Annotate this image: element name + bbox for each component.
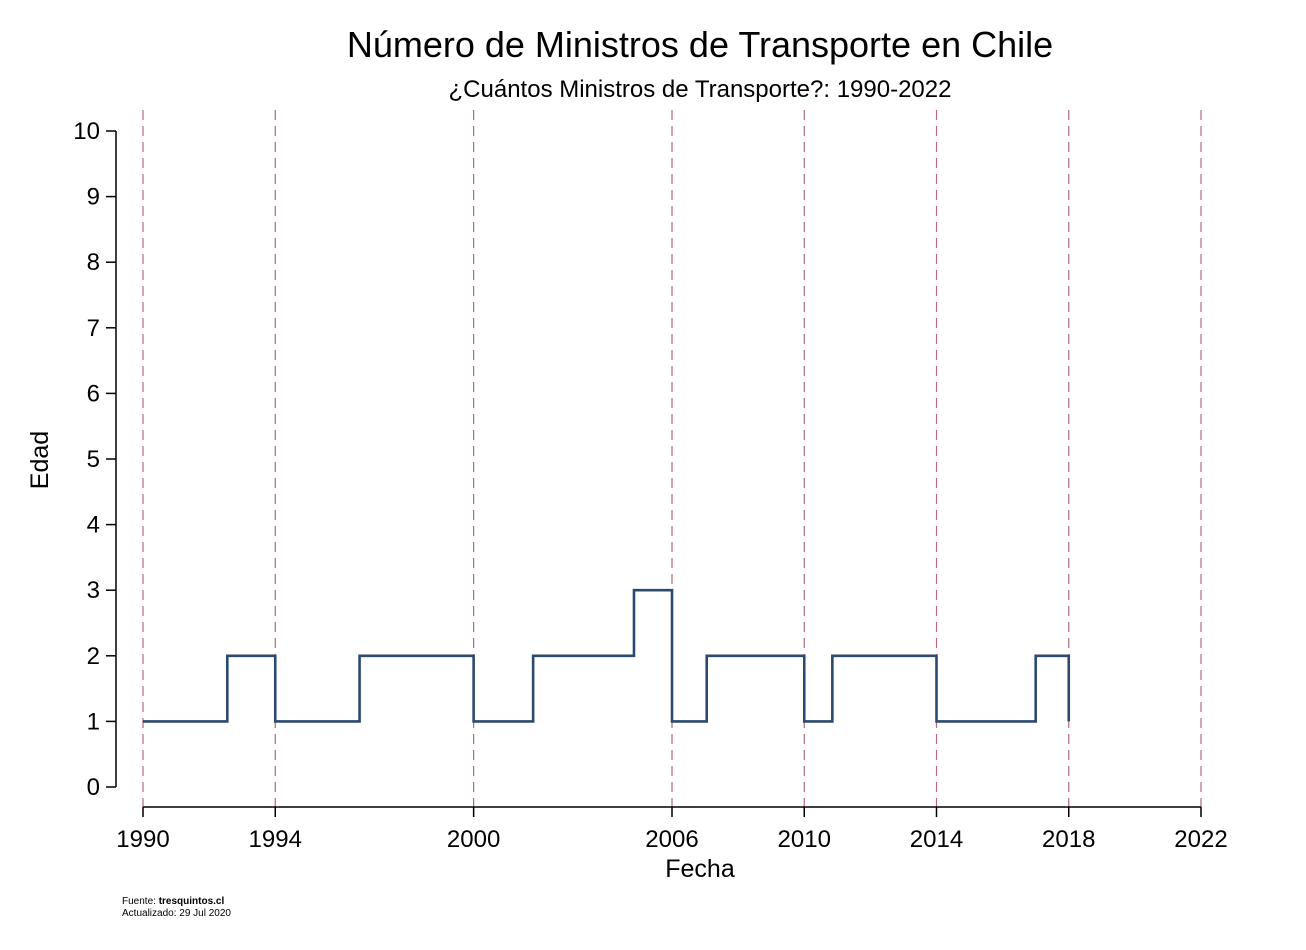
x-tick-label: 1994 [249, 826, 302, 853]
y-tick-label: 1 [87, 708, 100, 735]
x-tick-label: 2014 [910, 826, 963, 853]
footer: Fuente: tresquintos.cl Actualizado: 29 J… [122, 896, 231, 920]
y-tick-label: 2 [87, 643, 100, 670]
x-tick-label: 2022 [1174, 826, 1227, 853]
y-tick-label: 8 [87, 249, 100, 276]
y-tick-label: 7 [87, 315, 100, 342]
y-tick-label: 0 [87, 774, 100, 801]
chart-title: Número de Ministros de Transporte en Chi… [346, 24, 1054, 65]
y-tick-label: 5 [87, 446, 100, 473]
x-tick-label: 2006 [645, 826, 698, 853]
y-tick-label: 9 [87, 184, 100, 211]
x-axis: 1990 1994 2000 2006 2010 2014 2018 2022 [116, 806, 1228, 853]
chart-subtitle: ¿Cuántos Ministros de Transporte?: 1990-… [448, 76, 952, 103]
source-value: tresquintos.cl [158, 896, 225, 907]
source-line: Fuente: tresquintos.cl [122, 896, 231, 908]
series-layer [142, 588, 1071, 723]
x-axis-title: Fecha [665, 855, 735, 883]
series-line-0 [143, 588, 1071, 723]
x-tick-label: 1990 [116, 826, 169, 853]
updated-line: Actualizado: 29 Jul 2020 [122, 908, 231, 919]
y-tick-label: 6 [87, 380, 100, 407]
y-axis-title: Edad [26, 431, 54, 489]
y-axis: 0 1 2 3 4 5 6 7 8 9 10 [73, 118, 117, 801]
y-tick-label: 4 [87, 512, 100, 539]
x-tick-label: 2000 [447, 826, 500, 853]
x-tick-label: 2010 [778, 826, 831, 853]
source-label: Fuente: [122, 896, 156, 907]
x-tick-label: 2018 [1042, 826, 1095, 853]
y-tick-label: 3 [87, 577, 100, 604]
y-tick-label: 10 [73, 118, 100, 145]
